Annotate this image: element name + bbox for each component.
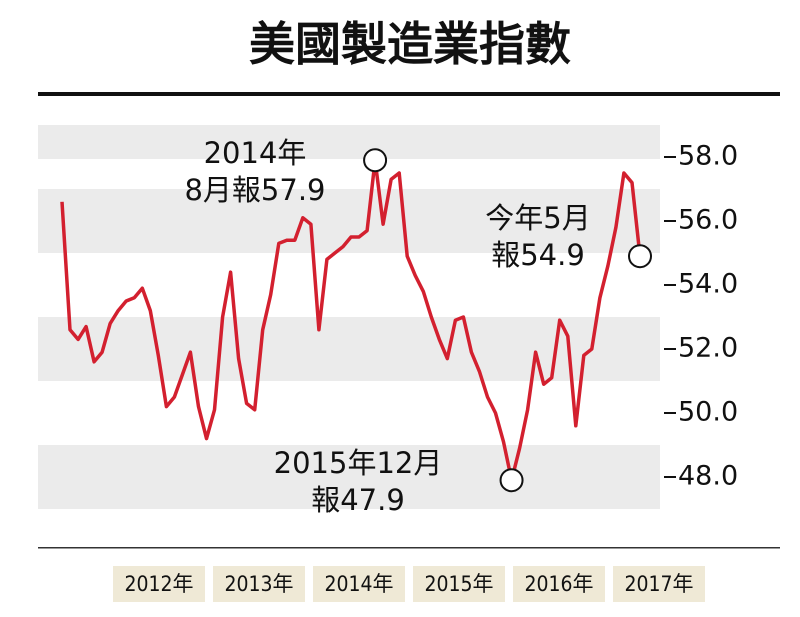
annotation-marker — [363, 148, 388, 173]
annotation-text: 報54.9 — [491, 238, 585, 272]
y-tick-label: 48.0 — [678, 461, 738, 492]
year-box — [313, 566, 405, 602]
y-tick-label: 50.0 — [678, 397, 738, 428]
annotation-text: 8月報57.9 — [184, 173, 325, 207]
y-tick-label: 52.0 — [678, 333, 738, 364]
band — [38, 317, 660, 381]
year-box — [413, 566, 505, 602]
y-tick-label: 58.0 — [678, 141, 738, 172]
x-tick-label: 2012年 — [124, 572, 193, 596]
year-box — [513, 566, 605, 602]
x-tick-label: 2013年 — [224, 572, 293, 596]
band — [38, 189, 660, 253]
chart-title: 美國製造業指數 — [249, 17, 571, 71]
band — [38, 445, 660, 509]
x-tick-label: 2016年 — [524, 572, 593, 596]
x-tick-label: 2017年 — [624, 572, 693, 596]
annotation-text: 報47.9 — [311, 483, 405, 517]
annotation-marker — [628, 244, 652, 269]
annotation-marker — [499, 468, 524, 493]
x-tick-label: 2014年 — [324, 572, 393, 596]
x-axis-rule — [38, 547, 780, 549]
x-tick-label: 2015年 — [424, 572, 493, 596]
year-box — [613, 566, 705, 602]
band — [38, 125, 660, 159]
annotation-text: 今年5月 — [485, 201, 590, 235]
title-rule — [38, 92, 780, 96]
line — [60, 158, 642, 482]
annotation-text: 2015年12月 — [274, 446, 443, 480]
y-tick-label: 54.0 — [678, 269, 738, 300]
y-tick-label: 56.0 — [678, 205, 738, 236]
annotation-text: 2014年 — [204, 136, 307, 170]
year-box — [113, 566, 205, 602]
year-box — [213, 566, 305, 602]
